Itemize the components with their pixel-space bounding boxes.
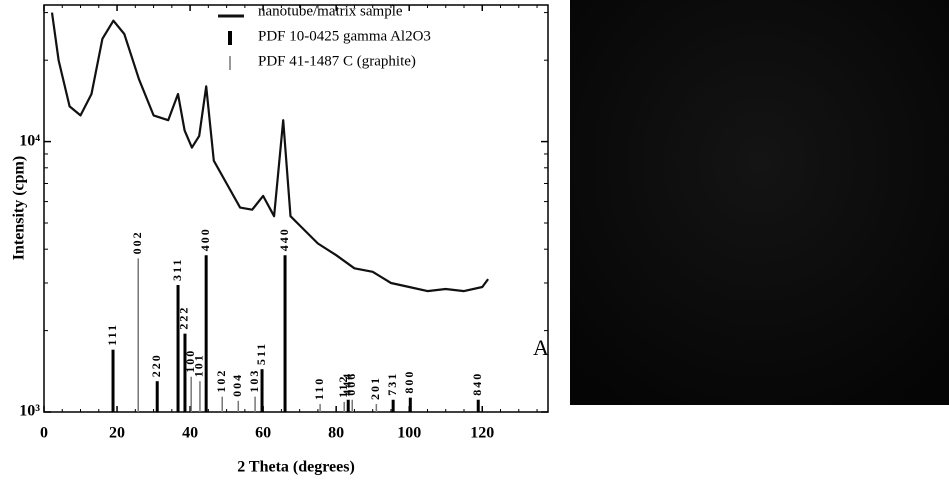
x-tick-label: 40	[182, 425, 198, 442]
stick-label: 222	[177, 306, 191, 330]
data-line	[50, 12, 489, 293]
stick-label: 511	[254, 342, 268, 365]
stick-label: 220	[149, 353, 163, 377]
stick-label: 006	[344, 372, 358, 396]
stick-label: 311	[170, 258, 184, 281]
stick-label: 101	[192, 353, 206, 377]
stick-label: 112	[336, 375, 350, 398]
x-tick-label: 80	[328, 425, 344, 442]
legend-label: PDF 10-0425 gamma Al2O3	[258, 28, 431, 44]
plot-frame	[43, 4, 549, 413]
x-axis-label: 2 Theta (degrees)	[237, 459, 355, 476]
x-tick-label: 20	[109, 425, 125, 442]
stick-label: 444	[340, 372, 354, 396]
stick-label: 002	[130, 230, 144, 254]
stick-label: 800	[402, 370, 416, 394]
stick-label: 004	[230, 373, 244, 397]
stick-label: 102	[214, 369, 228, 393]
x-tick-label: 60	[255, 425, 271, 442]
stick-label: 103	[247, 369, 261, 393]
stick-label: 440	[277, 227, 291, 251]
panel-annotation: A	[533, 335, 549, 360]
x-tick-label: 0	[40, 425, 48, 442]
stick-label: 840	[470, 372, 484, 396]
legend-label: nanotube/matrix sample	[258, 3, 403, 19]
stick-label: 111	[105, 323, 119, 346]
micrograph-panel	[570, 0, 949, 405]
x-tick-label: 120	[470, 425, 494, 442]
y-axis-label: Intensity (cpm)	[11, 156, 28, 260]
y-tick-label: 10³	[19, 403, 40, 420]
x-tick-label: 100	[397, 425, 421, 442]
legend-label: PDF 41-1487 C (graphite)	[258, 53, 416, 69]
stick-label: 731	[385, 372, 399, 396]
y-tick-label: 10⁴	[19, 132, 40, 149]
stick-label: 400	[198, 227, 212, 251]
stick-label: 100	[183, 349, 197, 373]
stick-label: 201	[368, 376, 382, 400]
stick-label: 110	[312, 377, 326, 400]
